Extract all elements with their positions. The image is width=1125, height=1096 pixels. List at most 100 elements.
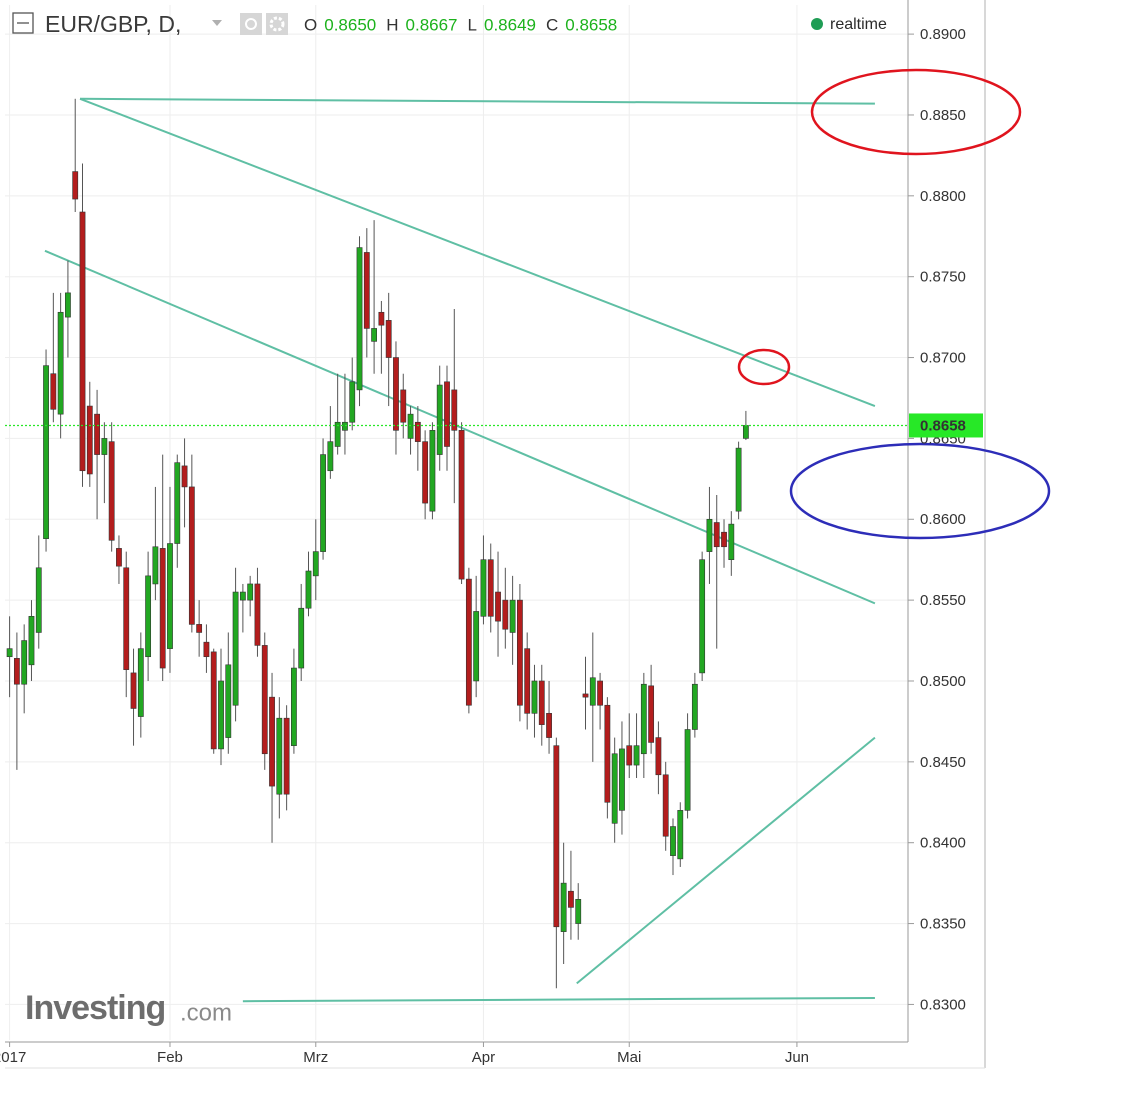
last-price-badge	[909, 413, 983, 438]
settings-button[interactable]	[266, 13, 288, 35]
y-tick-label: 0.8900	[920, 26, 966, 43]
y-tick-label: 0.8450	[920, 754, 966, 771]
trendline	[80, 97, 875, 105]
dropdown-caret[interactable]	[212, 20, 222, 26]
candle-body	[356, 247, 363, 391]
candle-body	[429, 430, 436, 512]
candle-body	[167, 543, 173, 649]
candle-body	[626, 745, 633, 766]
candle-body	[706, 518, 713, 552]
candle-body	[101, 438, 108, 455]
candle-body	[181, 465, 188, 488]
candle-body	[451, 389, 458, 431]
x-tick-label: Mrz	[303, 1049, 328, 1066]
candle-body	[261, 645, 268, 755]
ohlc-value: 0.8650	[324, 15, 376, 34]
candle-body	[276, 717, 283, 795]
candle-body	[298, 607, 305, 669]
ohlc-key: L	[468, 15, 477, 34]
annotation-ellipse	[810, 68, 1022, 156]
candle-body	[516, 599, 523, 706]
last-price-label: 0.8658	[920, 417, 966, 434]
candle-body	[487, 559, 494, 617]
candle-body	[305, 570, 312, 609]
watermark-suffix: .com	[180, 999, 232, 1026]
candle-body	[94, 413, 100, 455]
candle-body	[393, 357, 399, 431]
candle-body	[28, 615, 35, 666]
candle-body	[385, 320, 392, 358]
watermark-brand: Investing	[25, 989, 165, 1027]
y-tick-label: 0.8400	[920, 835, 966, 852]
candle-body	[611, 753, 618, 824]
candle-body	[538, 680, 545, 725]
y-tick-label: 0.8300	[920, 996, 966, 1013]
candle-body	[721, 531, 727, 548]
candle-body	[648, 685, 655, 743]
x-tick-label: Mai	[617, 1049, 641, 1066]
candle-body	[65, 292, 71, 318]
candle-body	[210, 651, 217, 750]
candle-body	[568, 890, 574, 908]
candle-body	[269, 696, 275, 787]
candle-body	[480, 559, 487, 617]
y-tick-label: 0.8850	[920, 107, 966, 124]
candle-body	[174, 462, 181, 544]
candle-body	[422, 441, 429, 504]
status-text: realtime	[830, 16, 887, 33]
eye-button[interactable]	[240, 13, 262, 35]
y-tick-label: 0.8700	[920, 350, 966, 367]
candle-body	[502, 599, 509, 630]
trendline	[576, 736, 876, 985]
candle-body	[619, 748, 625, 811]
candle-body	[72, 171, 79, 200]
candle-body	[371, 328, 377, 342]
candle-body	[640, 683, 647, 755]
ohlc-key: C	[546, 15, 558, 34]
candle-body	[699, 559, 706, 674]
candle-body	[137, 648, 144, 717]
ohlc-value: 0.8649	[484, 15, 536, 34]
candle-body	[546, 713, 552, 738]
candle-body	[589, 677, 596, 706]
candle-body	[196, 624, 203, 633]
candle-body	[291, 667, 297, 746]
y-tick-label: 0.8350	[920, 916, 966, 933]
candle-body	[108, 441, 115, 541]
candle-body	[633, 745, 640, 766]
candle-body	[312, 551, 319, 577]
trendline	[79, 97, 876, 407]
ohlc-value: 0.8658	[565, 15, 617, 34]
trendline	[44, 249, 876, 605]
y-tick-label: 0.8800	[920, 188, 966, 205]
candle-body	[604, 704, 611, 803]
gear-icon	[269, 16, 285, 32]
annotation-ellipse	[737, 348, 791, 386]
candle-body	[473, 611, 480, 682]
ohlc-key: H	[386, 15, 398, 34]
candle-body	[43, 365, 49, 539]
candle-body	[50, 373, 57, 410]
trendline	[242, 996, 875, 1003]
candle-body	[495, 591, 501, 622]
candle-body	[378, 311, 385, 326]
candle-body	[86, 405, 93, 475]
x-tick-label: Jun	[785, 1049, 809, 1066]
candle-body	[735, 447, 742, 512]
candle-body	[713, 522, 720, 548]
x-tick-label: Apr	[472, 1049, 495, 1066]
candle-body	[414, 421, 421, 442]
candle-body	[188, 486, 195, 625]
y-tick-label: 0.8500	[920, 673, 966, 690]
candle-body	[35, 567, 42, 633]
candle-body	[6, 648, 13, 658]
candle-body	[57, 311, 64, 415]
ohlc-value: 0.8667	[406, 15, 458, 34]
candle-body	[553, 745, 560, 928]
candle-body	[509, 599, 516, 633]
y-tick-label: 0.8600	[920, 511, 966, 528]
ohlc-key: O	[304, 15, 317, 34]
candle-body	[159, 548, 166, 669]
candle-body	[327, 441, 334, 472]
